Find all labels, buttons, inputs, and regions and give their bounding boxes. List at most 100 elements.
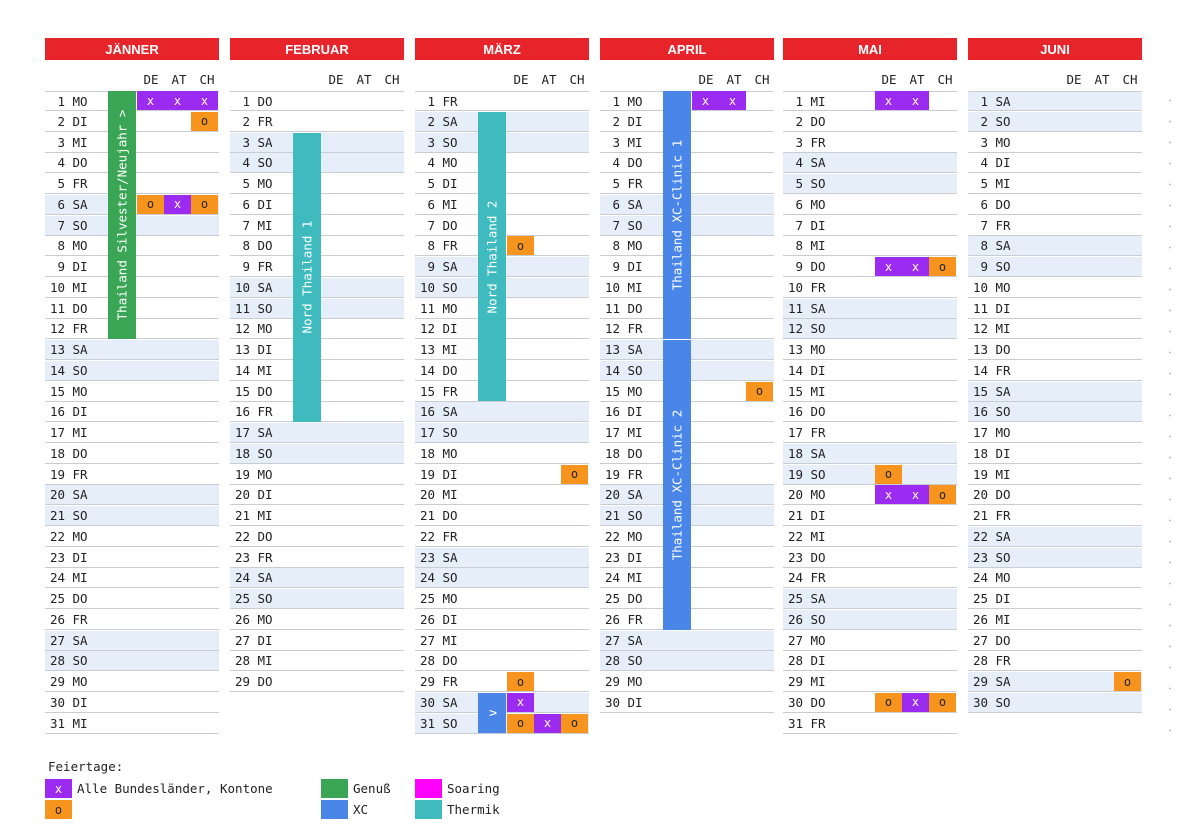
weekday-label: FR	[435, 674, 458, 689]
day-number: 16	[972, 404, 988, 420]
day-row: 28 DO	[415, 651, 589, 672]
day-row: 24 MI	[45, 568, 219, 589]
weekday-label: FR	[988, 217, 1011, 233]
weekday-label: SA	[988, 674, 1011, 689]
weekday-label: SA	[803, 445, 826, 461]
holiday-all-regions: x	[137, 91, 164, 110]
day-label: 5 FR	[45, 176, 87, 191]
day-number: 9	[57, 259, 65, 274]
day-number: 3	[427, 134, 435, 150]
weekday-label: MO	[65, 238, 88, 254]
day-number: 21	[604, 508, 620, 523]
day-label: 19 MO	[230, 467, 273, 482]
region-column-label: CH	[384, 72, 400, 87]
weekday-label: DI	[803, 217, 826, 233]
day-label: 18 MO	[415, 446, 458, 461]
weekday-label: SO	[988, 694, 1011, 710]
day-row: 10 MO	[968, 278, 1142, 298]
day-label: 17 SA	[230, 425, 273, 440]
day-row: 2 FR	[230, 112, 404, 132]
day-label: 13 SA	[600, 342, 643, 357]
day-label: 29 MO	[600, 674, 643, 689]
day-number: 12	[787, 321, 803, 337]
day-row: 27 DI	[230, 631, 404, 651]
day-row: 29 FR	[415, 672, 589, 692]
weekday-label: SO	[65, 653, 88, 669]
event-label: Nord Thailand 2	[484, 200, 500, 313]
day-number: 31	[419, 715, 435, 731]
event-bar: Nord Thailand 2	[478, 111, 506, 402]
day-number: 11	[234, 300, 250, 316]
weekday-label: MI	[988, 611, 1011, 627]
day-number: 19	[787, 466, 803, 482]
day-number: 25	[49, 591, 65, 606]
weekday-label: SA	[620, 487, 643, 503]
weekday-label: FR	[65, 321, 88, 337]
day-number: 6	[612, 196, 620, 212]
weekday-label: SA	[620, 342, 643, 357]
day-label: 14 DO	[415, 363, 458, 378]
weekday-label: FR	[620, 176, 643, 191]
day-label: 23 DO	[783, 550, 826, 565]
weekday-label: MI	[65, 425, 88, 440]
region-column-label: AT	[171, 72, 187, 87]
weekday-label: SO	[620, 362, 643, 378]
day-row: 21 MI	[230, 506, 404, 526]
weekday-label: FR	[988, 508, 1011, 523]
weekday-label: SA	[250, 570, 273, 586]
day-number: 22	[49, 528, 65, 544]
weekday-label: DO	[65, 445, 88, 461]
day-label: 8 MO	[600, 238, 642, 254]
day-label: 6 SA	[45, 197, 87, 212]
day-row: 24 SA	[230, 568, 404, 589]
day-number: 19	[972, 466, 988, 482]
day-label: 4 SO	[230, 155, 272, 170]
day-label: 4 MO	[415, 155, 457, 170]
day-row: 3 FR	[783, 133, 957, 153]
day-label: 31 MI	[45, 716, 88, 731]
region-column-label: AT	[726, 72, 742, 87]
day-label: 8 MO	[45, 238, 88, 254]
month-header: FEBRUAR	[230, 38, 404, 60]
weekday-label: MI	[435, 342, 458, 357]
day-label: 8 SA	[968, 238, 1010, 253]
day-label: 29 MO	[45, 674, 88, 689]
day-label: 28 SO	[600, 653, 643, 668]
day-number: 26	[234, 611, 250, 627]
day-row: 21 SO	[45, 506, 219, 526]
day-number: 8	[612, 238, 620, 254]
day-label: 8 FR	[415, 238, 458, 254]
weekday-label: FR	[435, 238, 458, 254]
event-label: Thailand XC-Clinic 1	[669, 139, 685, 291]
day-number: 2	[242, 113, 250, 129]
day-label: 7 MI	[230, 218, 272, 233]
weekday-label: DO	[988, 196, 1011, 212]
weekday-label: SO	[435, 570, 458, 586]
weekday-label: SO	[250, 300, 273, 316]
day-row: 17 MI	[45, 423, 219, 443]
day-label: 3 MI	[45, 135, 87, 150]
day-label: 18 DI	[968, 446, 1011, 461]
event-bar: Thailand Silvester/Neujahr >	[108, 91, 136, 339]
weekday-label: MI	[988, 466, 1011, 482]
day-label: 3 SA	[230, 135, 272, 150]
region-column-label: DE	[698, 72, 714, 87]
day-row: 20 MI	[415, 485, 589, 506]
weekday-label: MO	[988, 279, 1011, 295]
day-label: 14 SO	[600, 363, 643, 378]
weekday-label: DI	[803, 362, 826, 378]
day-label: 6 DI	[230, 197, 272, 212]
day-label: 6 MI	[415, 197, 457, 212]
day-number: 18	[972, 445, 988, 461]
day-label: 26 MO	[230, 612, 273, 627]
day-label: 21 MI	[230, 508, 273, 523]
day-number: 18	[49, 445, 65, 461]
day-number: 7	[795, 217, 803, 233]
day-number: 9	[795, 259, 803, 274]
day-row: 9 DO	[783, 257, 957, 277]
day-number: 20	[604, 487, 620, 503]
day-label: 12 FR	[45, 321, 88, 336]
weekday-label: DI	[435, 466, 458, 482]
holiday-partial: o	[191, 194, 218, 214]
day-label: 13 DO	[968, 342, 1011, 357]
